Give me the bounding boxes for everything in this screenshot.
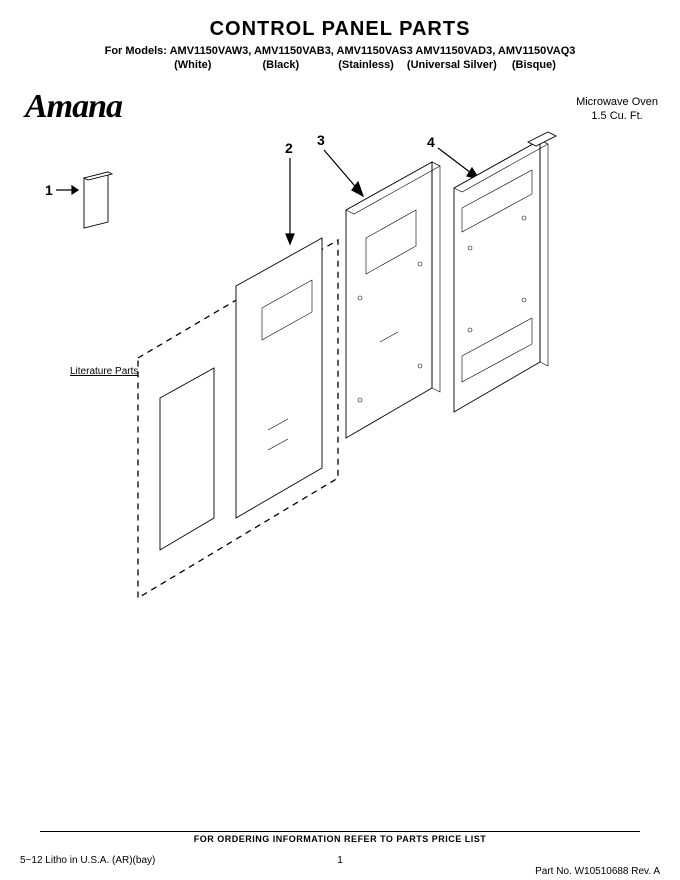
models-prefix: For Models: — [105, 45, 167, 57]
ordering-note: FOR ORDERING INFORMATION REFER TO PARTS … — [0, 834, 680, 844]
variant-2: (Stainless) — [338, 59, 394, 71]
literature-parts-link[interactable]: Literature Parts — [70, 366, 138, 377]
variant-1: (Black) — [262, 59, 299, 71]
arrow-4 — [438, 148, 479, 179]
variant-0: (White) — [174, 59, 211, 71]
variant-3: (Universal Silver) — [407, 59, 497, 71]
footer-left: 5−12 Litho in U.S.A. (AR)(bay) — [20, 855, 155, 866]
product-info: Microwave Oven 1.5 Cu. Ft. — [576, 96, 658, 124]
part-control-panel-front — [236, 238, 322, 518]
models-line: For Models: AMV1150VAW3, AMV1150VAB3, AM… — [0, 41, 680, 57]
ordering-rule — [40, 831, 640, 832]
diagram-svg — [0, 130, 680, 690]
exploded-diagram: 1 2 3 4 — [0, 130, 680, 690]
models-list: AMV1150VAW3, AMV1150VAB3, AMV1150VAS3 AM… — [170, 45, 576, 57]
brand-logo: Amana — [25, 88, 122, 126]
page-title: CONTROL PANEL PARTS — [0, 0, 680, 41]
footer-part-number: Part No. W10510688 Rev. A — [535, 866, 660, 877]
product-line-1: Microwave Oven — [576, 96, 658, 110]
literature-parts-icon — [84, 172, 112, 228]
page-footer: 5−12 Litho in U.S.A. (AR)(bay) 1 Part No… — [20, 855, 660, 866]
arrow-3 — [324, 150, 363, 196]
variant-line: (White) (Black) (Stainless) (Universal S… — [0, 57, 680, 71]
variant-4: (Bisque) — [512, 59, 556, 71]
arrow-2 — [286, 158, 294, 244]
product-line-2: 1.5 Cu. Ft. — [576, 110, 658, 124]
part-control-board — [346, 162, 440, 438]
part-overlay-front — [160, 368, 214, 550]
arrow-1 — [56, 186, 78, 194]
